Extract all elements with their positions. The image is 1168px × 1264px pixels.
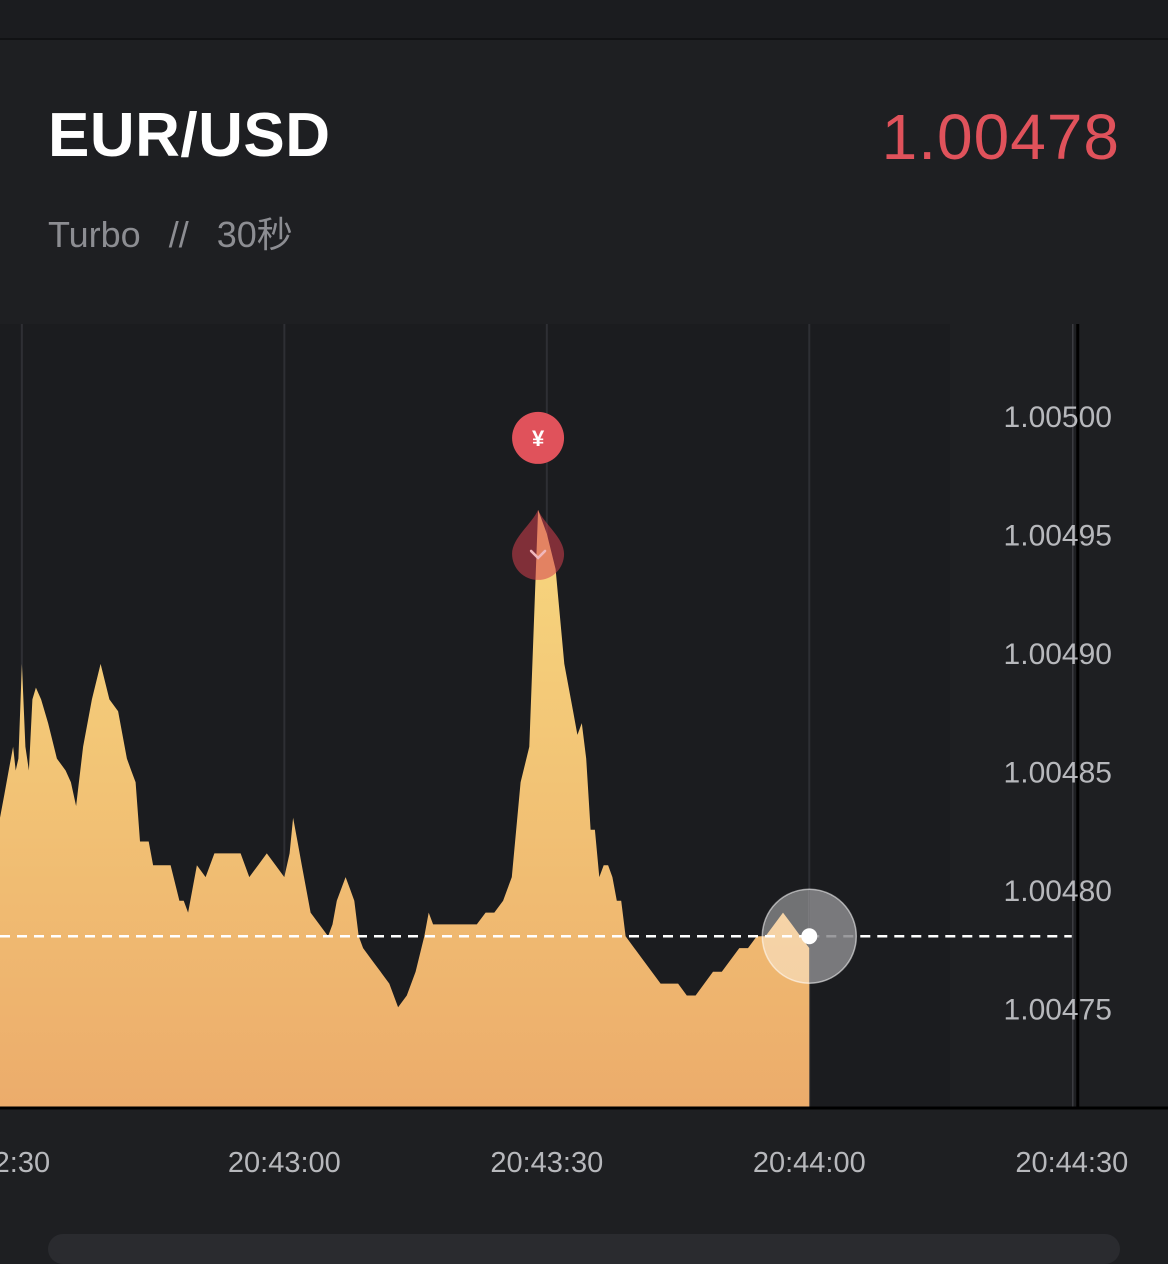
price-dot-core: [801, 928, 818, 945]
yen-icon: ¥: [532, 426, 545, 451]
price-area: [0, 509, 810, 1108]
x-tick-label: 20:43:00: [228, 1147, 341, 1179]
chevron-down-icon: [529, 549, 547, 560]
y-tick-label: 1.00500: [1004, 401, 1112, 434]
y-tick-label: 1.00495: [1004, 520, 1112, 553]
x-tick-label: 20:44:00: [753, 1147, 866, 1179]
price-dot-halo-left: [762, 889, 810, 984]
current-price-dot[interactable]: [761, 888, 858, 985]
price-chart[interactable]: 1.00500 1.00495 1.00490 1.00485 1.00480 1.004…: [0, 324, 1168, 1246]
y-tick-label: 1.00475: [1004, 993, 1112, 1026]
y-tick-label: 1.00490: [1004, 638, 1112, 671]
asset-header: [0, 40, 1168, 324]
price-dot-halo-right: [809, 889, 857, 984]
price-chart-svg[interactable]: 1.00500 1.00495 1.00490 1.00485 1.00480 1.004…: [0, 324, 1168, 1246]
trade-marker[interactable]: ¥: [512, 411, 565, 580]
x-tick-label: 2:30: [0, 1147, 50, 1179]
asset-pair-title[interactable]: EUR/USD: [48, 101, 331, 170]
bottom-panel-handle[interactable]: [48, 1234, 1120, 1264]
status-strip: [0, 0, 1168, 40]
trade-duration: 30秒: [216, 214, 293, 255]
trade-mode-subtitle: Turbo // 30秒: [48, 206, 311, 258]
y-axis-background: [950, 324, 1168, 1108]
x-tick-label: 20:43:30: [490, 1147, 603, 1179]
x-tick-label: 20:44:30: [1015, 1147, 1128, 1179]
subtitle-separator: //: [168, 214, 189, 255]
y-tick-label: 1.00485: [1004, 756, 1112, 789]
trade-drop-marker: [512, 509, 565, 580]
y-axis-labels: 1.00500 1.00495 1.00490 1.00485 1.00480 1.004…: [1004, 401, 1112, 1026]
current-price: 1.00478: [881, 101, 1120, 173]
trade-mode: Turbo: [48, 214, 141, 255]
trade-badge[interactable]: [512, 411, 565, 464]
price-dot-ring: [761, 888, 858, 985]
y-tick-label: 1.00480: [1004, 875, 1112, 908]
